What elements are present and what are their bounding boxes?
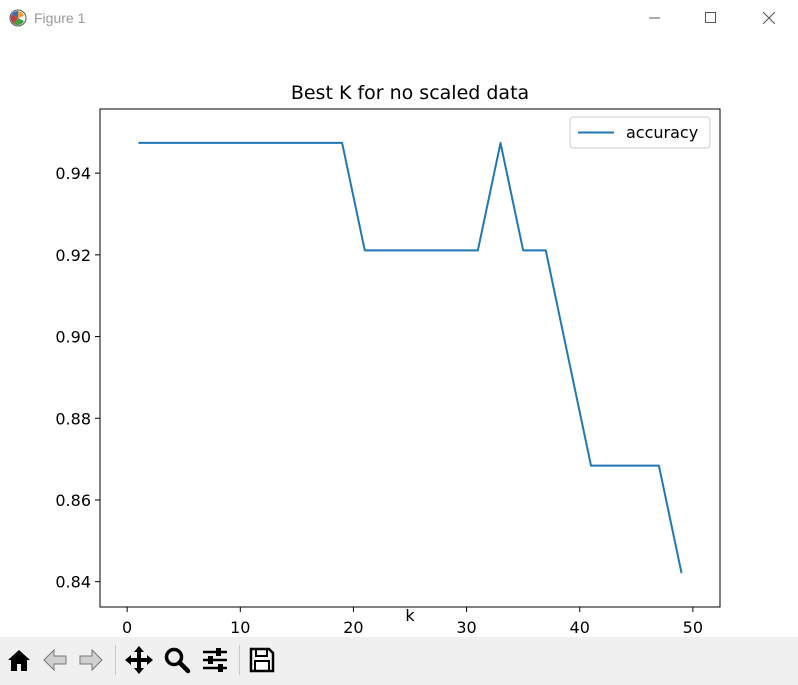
configure-subplots-button[interactable]	[198, 642, 232, 678]
close-icon	[763, 12, 775, 24]
window-title: Figure 1	[34, 10, 86, 26]
back-button[interactable]	[38, 642, 72, 678]
x-tick-label: 30	[456, 618, 476, 636]
y-tick-label: 0.84	[55, 573, 91, 592]
configure-subplots-icon	[203, 648, 227, 672]
data-point	[522, 249, 524, 251]
data-point	[567, 357, 569, 359]
line-chart: Best K for no scaled data 0.840.860.880.…	[55, 82, 721, 637]
maximize-icon	[705, 12, 716, 23]
forward-button[interactable]	[74, 642, 108, 678]
app-icon	[9, 9, 27, 27]
data-point	[477, 249, 479, 251]
chart-area: Best K for no scaled data 0.84 0.86 0.88 0.…	[0, 36, 798, 637]
toolbar-separator	[239, 645, 240, 675]
maximize-button[interactable]	[688, 0, 734, 36]
data-point	[296, 142, 298, 144]
data-point	[273, 142, 275, 144]
pan-button[interactable]	[122, 642, 156, 678]
window-titlebar: Figure 1	[0, 0, 798, 36]
forward-icon	[79, 648, 103, 672]
save-icon	[249, 647, 275, 673]
data-point	[635, 465, 637, 467]
close-button[interactable]	[746, 0, 792, 36]
data-point	[590, 465, 592, 467]
y-axis: 0.84 0.86 0.88 0.90 0.92 0.94	[55, 164, 100, 592]
data-point	[183, 142, 185, 144]
y-tick-label: 0.90	[55, 328, 91, 347]
navigation-toolbar	[0, 637, 798, 685]
data-point	[137, 142, 139, 144]
save-button[interactable]	[245, 642, 279, 678]
data-point	[364, 249, 366, 251]
x-tick-label: 10	[230, 618, 250, 636]
back-icon	[43, 648, 67, 672]
data-point	[681, 572, 683, 574]
data-point	[613, 465, 615, 467]
x-tick-label: 0	[122, 618, 132, 636]
data-point	[500, 142, 502, 144]
data-point	[658, 465, 660, 467]
legend-label: accuracy	[626, 123, 698, 142]
data-point	[545, 249, 547, 251]
y-tick-label: 0.94	[55, 164, 91, 183]
legend-box	[569, 116, 711, 149]
x-axis: 0 10 20 30 40 50	[122, 607, 703, 637]
home-button[interactable]	[2, 642, 36, 678]
zoom-button[interactable]	[160, 642, 194, 678]
data-point	[432, 249, 434, 251]
data-point	[454, 249, 456, 251]
data-point	[409, 249, 411, 251]
y-tick-label: 0.86	[55, 491, 91, 510]
zoom-icon	[164, 647, 191, 674]
home-icon	[8, 650, 30, 671]
x-tick-label: 20	[343, 618, 363, 636]
data-point	[341, 142, 343, 144]
pan-icon	[125, 646, 153, 674]
data-point	[318, 142, 320, 144]
minimize-button[interactable]	[632, 0, 678, 36]
data-point	[386, 249, 388, 251]
chart-title: Best K for no scaled data	[291, 82, 529, 104]
data-point	[251, 142, 253, 144]
y-tick-label: 0.92	[55, 246, 91, 265]
y-tick-label: 0.88	[55, 409, 91, 428]
plot-frame	[99, 108, 721, 608]
data-point	[228, 142, 230, 144]
x-tick-label: 50	[683, 618, 703, 636]
legend: accuracy	[569, 116, 711, 149]
data-point	[160, 142, 162, 144]
minimize-icon	[649, 17, 660, 19]
x-axis-label: k	[405, 606, 415, 625]
data-point	[205, 142, 207, 144]
series-line-accuracy	[138, 141, 683, 574]
x-tick-label: 40	[570, 618, 590, 636]
toolbar-separator	[115, 645, 116, 675]
